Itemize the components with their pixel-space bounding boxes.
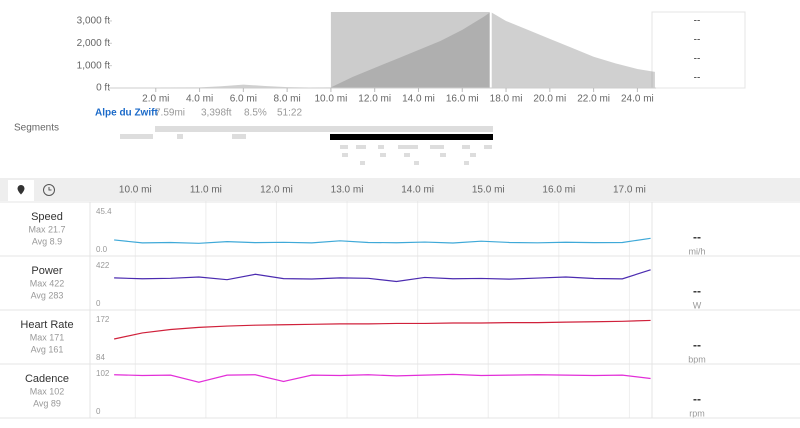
stream-unit: bpm	[688, 354, 706, 364]
stream-stat: Avg 8.9	[32, 236, 62, 246]
x-tick-label: 17.0 mi	[613, 185, 646, 196]
stream-current: --	[693, 338, 701, 352]
y-tick-label: 172	[96, 315, 110, 324]
x-tick-label: 24.0 mi	[621, 94, 654, 105]
y-tick-label: 2,000 ft	[77, 38, 111, 49]
x-tick-label: 12.0 mi	[358, 94, 391, 105]
stream-line	[113, 319, 651, 340]
tab-bar	[0, 178, 800, 201]
x-tick-label: 4.0 mi	[186, 94, 213, 105]
stream-stat: Max 422	[30, 278, 65, 288]
clock-tab[interactable]	[43, 184, 55, 196]
x-tick-label: 14.0 mi	[401, 185, 434, 196]
stream-unit: W	[693, 300, 702, 310]
x-tick-label: 11.0 mi	[190, 185, 222, 196]
y-tick-label: 3,000 ft	[77, 16, 111, 27]
stream-stat: Avg 283	[31, 290, 64, 300]
pin-icon	[17, 185, 25, 195]
stream-current: --	[693, 284, 701, 298]
stream-unit: rpm	[689, 408, 705, 418]
summary-value: --	[694, 35, 701, 46]
segments-label: Segments	[14, 123, 59, 134]
x-tick-label: 18.0 mi	[490, 94, 523, 105]
stream-line	[114, 373, 651, 383]
segment-stat: 51:22	[277, 108, 302, 119]
clock-hands	[48, 187, 52, 191]
elevation-area	[112, 12, 655, 88]
y-tick-label: 0	[96, 299, 101, 308]
x-tick-label: 6.0 mi	[230, 94, 257, 105]
stream-stat: Avg 89	[33, 398, 61, 408]
stream-unit: mi/h	[688, 246, 705, 256]
segment-stat: 8.5%	[244, 108, 267, 119]
x-tick-label: 22.0 mi	[577, 94, 610, 105]
stream-current: --	[693, 392, 701, 406]
stream-name: Heart Rate	[20, 319, 73, 331]
selection-shade	[330, 12, 491, 88]
x-tick-label: 12.0 mi	[260, 185, 293, 196]
stream-stat: Max 171	[30, 332, 65, 342]
y-tick-label: 0	[96, 407, 101, 416]
y-tick-label: 0.0	[96, 245, 108, 254]
x-tick-label: 8.0 mi	[274, 94, 301, 105]
segment-stat: 3,398ft	[201, 108, 232, 119]
x-tick-label: 10.0 mi	[119, 185, 152, 196]
segment-bars	[120, 126, 493, 165]
summary-value: --	[694, 73, 701, 84]
y-tick-label: 422	[96, 261, 110, 270]
y-tick-label: 45.4	[96, 207, 112, 216]
y-tick-label: 1,000 ft	[77, 60, 111, 71]
x-tick-label: 2.0 mi	[142, 94, 169, 105]
stream-current: --	[693, 230, 701, 244]
segment-name[interactable]: Alpe du Zwift	[95, 108, 158, 119]
stream-line	[114, 237, 651, 244]
summary-value: --	[694, 16, 701, 27]
y-tick-label: 0 ft	[96, 83, 110, 94]
y-tick-label: 84	[96, 353, 105, 362]
selected-segment-bar	[330, 134, 493, 140]
stream-line	[114, 269, 651, 283]
stream-name: Power	[31, 265, 63, 277]
x-tick-label: 16.0 mi	[446, 94, 479, 105]
summary-value: --	[694, 54, 701, 65]
x-tick-label: 16.0 mi	[542, 185, 575, 196]
stream-stat: Max 21.7	[28, 224, 65, 234]
stream-stat: Avg 161	[31, 344, 64, 354]
stream-stat: Max 102	[30, 386, 65, 396]
x-tick-label: 14.0 mi	[402, 94, 435, 105]
segment-stat: 7.59mi	[155, 108, 185, 119]
summary-box	[651, 11, 746, 89]
stream-name: Speed	[31, 211, 63, 223]
x-tick-label: 15.0 mi	[472, 185, 505, 196]
y-tick-label: 102	[96, 369, 110, 378]
x-tick-label: 13.0 mi	[331, 185, 364, 196]
x-tick-label: 10.0 mi	[315, 94, 348, 105]
stream-name: Cadence	[25, 373, 69, 385]
x-tick-label: 20.0 mi	[533, 94, 566, 105]
